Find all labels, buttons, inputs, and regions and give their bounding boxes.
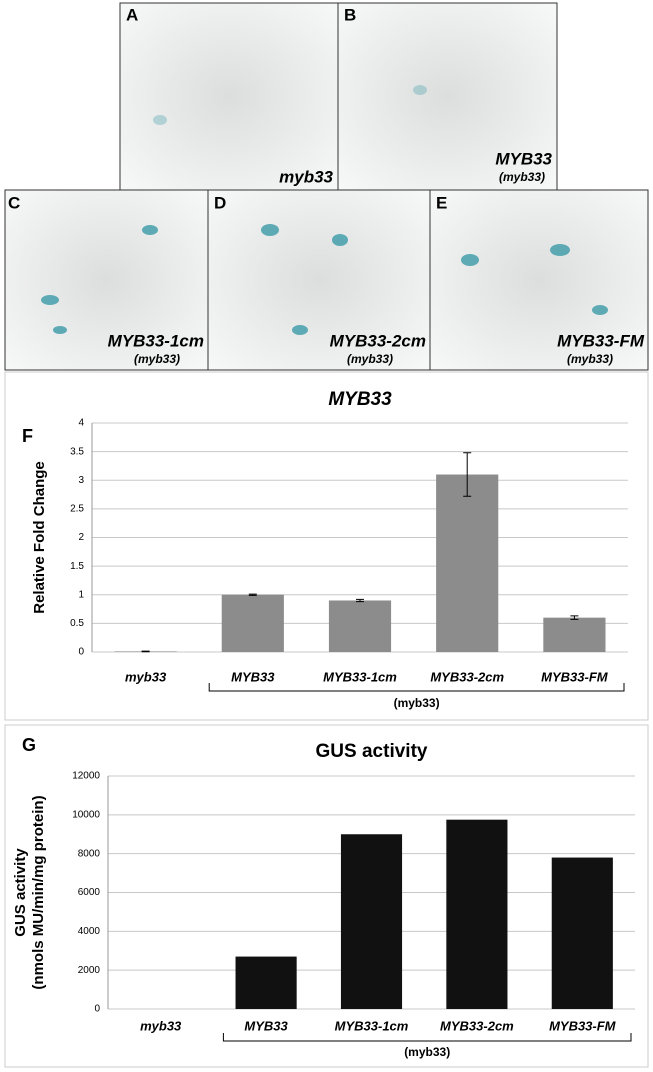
panel-caption: MYB33 <box>495 149 552 168</box>
y-tick-label: 0 <box>94 1004 100 1015</box>
chart-frame <box>4 371 649 721</box>
panel-letter: D <box>214 193 226 212</box>
x-tick-label: myb33 <box>140 1018 182 1033</box>
y-tick-label: 0 <box>78 647 84 658</box>
panel-subcaption: (myb33) <box>347 352 393 366</box>
panel-letter: F <box>22 426 33 446</box>
y-tick-label: 4000 <box>78 926 101 937</box>
panel-caption: MYB33-1cm <box>108 331 204 350</box>
error-bar <box>463 452 472 497</box>
x-tick-label: MYB33-2cm <box>430 669 504 684</box>
photo <box>4 189 209 371</box>
bar <box>340 834 403 1009</box>
panel-subcaption: (myb33) <box>567 352 613 366</box>
panel-caption: myb33 <box>279 167 333 186</box>
x-tick-label: myb33 <box>125 669 167 684</box>
y-tick-label: 2.5 <box>70 504 84 515</box>
x-tick-label: MYB33 <box>244 1018 288 1033</box>
x-tick-label: MYB33-FM <box>541 669 609 684</box>
panel-letter: E <box>436 193 447 212</box>
x-tick-label: MYB33 <box>231 669 275 684</box>
y-tick-label: 12000 <box>72 771 100 782</box>
y-tick-label: 6000 <box>78 887 101 898</box>
x-tick-label: MYB33-FM <box>549 1018 617 1033</box>
bar <box>436 474 499 652</box>
bar <box>328 600 392 652</box>
photo <box>119 2 339 191</box>
y-axis-label: Relative Fold Change <box>31 461 48 614</box>
panel-letter: A <box>126 5 138 24</box>
chart-title: MYB33 <box>328 389 392 410</box>
chart-title: GUS activity <box>316 741 428 762</box>
error-bar <box>248 593 257 596</box>
group-label: (myb33) <box>394 696 440 710</box>
bar <box>543 617 606 652</box>
group-bracket <box>222 1033 632 1042</box>
error-bar <box>356 598 364 603</box>
panel-letter: C <box>8 193 20 212</box>
bar <box>446 819 508 1009</box>
photo <box>429 189 649 371</box>
y-tick-label: 0.5 <box>70 618 84 629</box>
y-tick-label: 4 <box>78 418 84 429</box>
panel-letter: B <box>344 5 356 24</box>
y-tick-label: 1.5 <box>70 561 84 572</box>
panel-caption: MYB33-FM <box>557 331 645 350</box>
error-bar <box>141 650 150 653</box>
y-tick-label: 10000 <box>72 809 100 820</box>
panel-subcaption: (myb33) <box>134 352 180 366</box>
x-tick-label: MYB33-1cm <box>335 1018 409 1033</box>
x-tick-label: MYB33-2cm <box>440 1018 514 1033</box>
x-tick-label: MYB33-1cm <box>323 669 397 684</box>
photo <box>337 2 558 191</box>
y-tick-label: 8000 <box>78 848 101 859</box>
y-tick-label: 2 <box>78 532 84 543</box>
photo-panels: A B C D E myb33 MYB33 (myb33) MYB33-1cm … <box>4 2 649 371</box>
seedlings <box>41 85 608 335</box>
bar <box>221 594 284 652</box>
photo <box>207 189 431 371</box>
y-tick-label: 3 <box>78 475 84 486</box>
y-axis-label: (nmols MU/min/mg protein) <box>30 795 47 989</box>
group-label: (myb33) <box>404 1045 450 1059</box>
panel-caption: MYB33-2cm <box>330 331 426 350</box>
panel-letter: G <box>22 735 36 755</box>
y-tick-label: 1 <box>78 589 84 600</box>
y-axis-label: GUS activity <box>12 848 29 937</box>
y-tick-label: 2000 <box>78 965 101 976</box>
bar <box>235 956 297 1009</box>
chart-frame <box>4 724 649 1068</box>
panel-subcaption: (myb33) <box>499 170 545 184</box>
group-bracket <box>208 683 625 692</box>
bar <box>551 857 613 1009</box>
y-tick-label: 3.5 <box>70 446 84 457</box>
error-bar <box>570 615 579 620</box>
